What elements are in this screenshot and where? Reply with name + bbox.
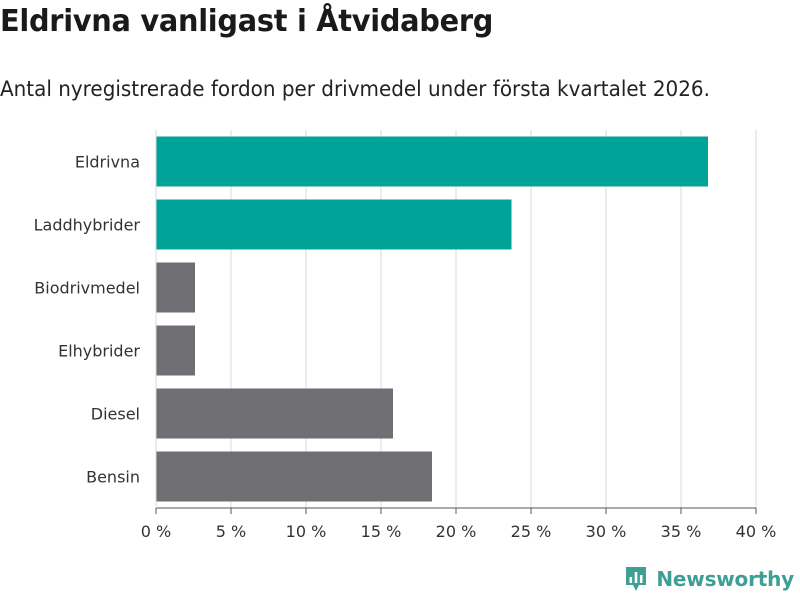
x-tick-label-40: 40 %: [736, 522, 777, 541]
x-tick-label-15: 15 %: [361, 522, 402, 541]
bar-biodrivmedel: [156, 262, 195, 313]
x-tick-label-5: 5 %: [216, 522, 246, 541]
bar-laddhybrider: [156, 199, 512, 250]
chart-subtitle: Antal nyregistrerade fordon per drivmede…: [0, 77, 710, 101]
chart-title: Eldrivna vanligast i Åtvidaberg: [0, 4, 494, 39]
x-tick-label-0: 0 %: [141, 522, 171, 541]
x-tick-label-35: 35 %: [661, 522, 702, 541]
bar-bensin: [156, 451, 432, 502]
category-label-elhybrider: Elhybrider: [58, 342, 140, 361]
bar-eldrivna: [156, 136, 708, 187]
x-tick-label-30: 30 %: [586, 522, 627, 541]
category-label-biodrivmedel: Biodrivmedel: [34, 279, 140, 298]
bar-elhybrider: [156, 325, 195, 376]
brand-logo-block: Newsworthy: [624, 566, 794, 592]
brand-name: Newsworthy: [656, 567, 794, 591]
category-label-eldrivna: Eldrivna: [75, 153, 140, 172]
bar-diesel: [156, 388, 393, 439]
bar-chart-pin-icon: [626, 567, 647, 591]
x-tick-label-10: 10 %: [286, 522, 327, 541]
x-tick-label-25: 25 %: [511, 522, 552, 541]
category-label-bensin: Bensin: [86, 468, 140, 487]
category-label-laddhybrider: Laddhybrider: [34, 216, 141, 235]
category-label-diesel: Diesel: [91, 405, 140, 424]
x-tick-label-20: 20 %: [436, 522, 477, 541]
